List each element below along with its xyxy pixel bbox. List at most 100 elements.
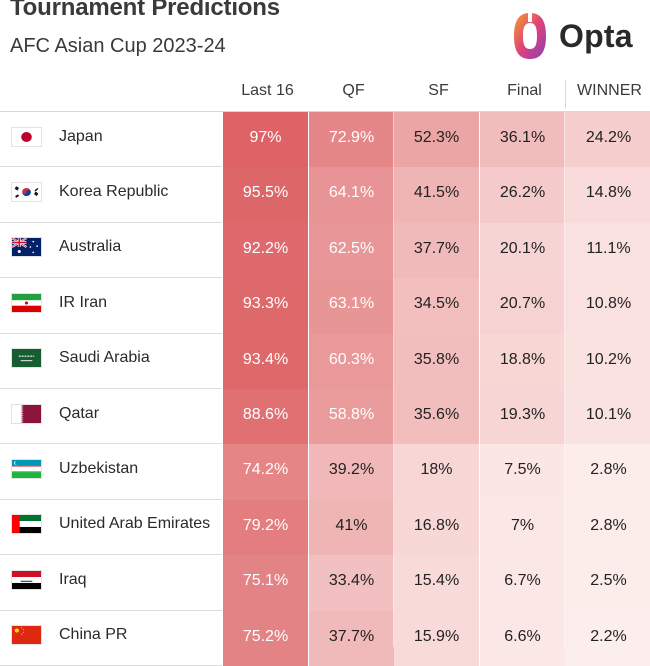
winner-column-divider bbox=[565, 80, 566, 108]
cell-final: 36.1% bbox=[480, 112, 565, 168]
iran-flag-icon bbox=[11, 292, 42, 313]
team-name: IR Iran bbox=[59, 293, 108, 311]
row-divider bbox=[0, 277, 222, 279]
cell-qf: 72.9% bbox=[309, 112, 394, 168]
cell-qf: 37.7% bbox=[309, 610, 394, 666]
header-divider bbox=[0, 111, 650, 112]
column-separator bbox=[479, 112, 480, 647]
cell-qf: 41% bbox=[309, 499, 394, 556]
cell-winner: 24.2% bbox=[565, 112, 650, 168]
table-row: Saudi Arabia 93.4% 60.3% 35.8% 18.8% 10.2% bbox=[0, 333, 650, 389]
cell-qf: 62.5% bbox=[309, 222, 394, 279]
cell-last-16: 93.3% bbox=[223, 278, 308, 334]
column-separator bbox=[222, 112, 223, 647]
japan-flag-icon bbox=[11, 126, 42, 147]
opta-logo-icon bbox=[514, 10, 546, 59]
page-subtitle: AFC Asian Cup 2023-24 bbox=[10, 35, 226, 57]
team-name: Australia bbox=[59, 238, 122, 256]
cell-sf: 35.8% bbox=[394, 333, 479, 389]
column-header-last-16: Last 16 bbox=[241, 82, 294, 99]
cell-qf: 39.2% bbox=[309, 444, 394, 500]
table-row: China PR 75.2% 37.7% 15.9% 6.6% 2.2% bbox=[0, 610, 650, 666]
row-divider bbox=[0, 221, 222, 223]
iraq-flag-icon bbox=[11, 569, 42, 590]
cell-sf: 15.9% bbox=[394, 610, 479, 666]
cell-winner: 14.8% bbox=[565, 167, 650, 223]
cell-winner: 2.8% bbox=[565, 499, 650, 556]
cell-last-16: 75.2% bbox=[223, 610, 308, 666]
column-separator bbox=[308, 112, 309, 647]
cell-winner: 10.8% bbox=[565, 278, 650, 334]
column-header-final: Final bbox=[507, 82, 542, 99]
team-name: Japan bbox=[59, 127, 103, 145]
cell-sf: 35.6% bbox=[394, 389, 479, 445]
row-divider bbox=[0, 166, 222, 168]
cell-final: 18.8% bbox=[480, 333, 565, 389]
cell-final: 26.2% bbox=[480, 167, 565, 223]
uae-flag-icon bbox=[11, 514, 42, 535]
cell-final: 6.7% bbox=[480, 555, 565, 611]
cell-sf: 41.5% bbox=[394, 167, 479, 223]
table-row: Australia 92.2% 62.5% 37.7% 20.1% 11.1% bbox=[0, 222, 650, 279]
australia-flag-icon bbox=[11, 237, 42, 258]
cell-qf: 63.1% bbox=[309, 278, 394, 334]
cell-last-16: 74.2% bbox=[223, 444, 308, 500]
cell-winner: 2.8% bbox=[565, 444, 650, 500]
table-row: Qatar 88.6% 58.8% 35.6% 19.3% 10.1% bbox=[0, 389, 650, 445]
table-row: United Arab Emirates 79.2% 41% 16.8% 7% 2.8% bbox=[0, 499, 650, 556]
china-flag-icon bbox=[11, 625, 42, 646]
cell-last-16: 88.6% bbox=[223, 389, 308, 445]
row-divider bbox=[0, 443, 222, 445]
team-name: China PR bbox=[59, 626, 128, 644]
saudi-flag-icon bbox=[11, 348, 42, 369]
cell-sf: 16.8% bbox=[394, 499, 479, 556]
column-header-winner: WINNER bbox=[577, 82, 642, 99]
table-row: Uzbekistan 74.2% 39.2% 18% 7.5% 2.8% bbox=[0, 444, 650, 500]
column-separator bbox=[564, 112, 565, 647]
page-title: Tournament Predictions bbox=[10, 0, 280, 21]
team-name: Uzbekistan bbox=[59, 460, 139, 478]
team-name: Saudi Arabia bbox=[59, 349, 150, 367]
cell-final: 19.3% bbox=[480, 389, 565, 445]
cell-last-16: 95.5% bbox=[223, 167, 308, 223]
cell-qf: 60.3% bbox=[309, 333, 394, 389]
team-name: Korea Republic bbox=[59, 183, 169, 201]
table-row: Iraq 75.1% 33.4% 15.4% 6.7% 2.5% bbox=[0, 555, 650, 611]
cell-last-16: 97% bbox=[223, 112, 308, 168]
row-divider bbox=[0, 609, 222, 611]
cell-winner: 11.1% bbox=[565, 222, 650, 279]
cell-final: 7.5% bbox=[480, 444, 565, 500]
cell-final: 20.7% bbox=[480, 278, 565, 334]
korea-flag-icon bbox=[11, 182, 42, 203]
cell-sf: 15.4% bbox=[394, 555, 479, 611]
row-divider bbox=[0, 387, 222, 389]
qatar-flag-icon bbox=[11, 403, 42, 424]
cell-last-16: 92.2% bbox=[223, 222, 308, 279]
team-name: Iraq bbox=[59, 570, 87, 588]
table-row: Korea Republic 95.5% 64.1% 41.5% 26.2% 14.8% bbox=[0, 167, 650, 223]
table-row: Japan 97% 72.9% 52.3% 36.1% 24.2% bbox=[0, 112, 650, 168]
cell-last-16: 79.2% bbox=[223, 499, 308, 556]
team-name: United Arab Emirates bbox=[59, 515, 211, 533]
row-divider bbox=[0, 332, 222, 334]
opta-logo: Opta bbox=[510, 10, 633, 62]
column-separator bbox=[393, 112, 394, 647]
uzbekistan-flag-icon bbox=[11, 459, 42, 480]
cell-qf: 33.4% bbox=[309, 555, 394, 611]
logo-text: Opta bbox=[559, 17, 633, 54]
cell-qf: 64.1% bbox=[309, 167, 394, 223]
cell-winner: 2.2% bbox=[565, 610, 650, 666]
cell-final: 7% bbox=[480, 499, 565, 556]
cell-winner: 10.2% bbox=[565, 333, 650, 389]
cell-final: 20.1% bbox=[480, 222, 565, 279]
cell-winner: 2.5% bbox=[565, 555, 650, 611]
column-header-qf: QF bbox=[342, 82, 365, 99]
cell-final: 6.6% bbox=[480, 610, 565, 666]
cell-last-16: 75.1% bbox=[223, 555, 308, 611]
cell-last-16: 93.4% bbox=[223, 333, 308, 389]
cell-qf: 58.8% bbox=[309, 389, 394, 445]
cell-sf: 52.3% bbox=[394, 112, 479, 168]
cell-sf: 18% bbox=[394, 444, 479, 500]
row-divider bbox=[0, 554, 222, 556]
column-header-sf: SF bbox=[428, 82, 449, 99]
